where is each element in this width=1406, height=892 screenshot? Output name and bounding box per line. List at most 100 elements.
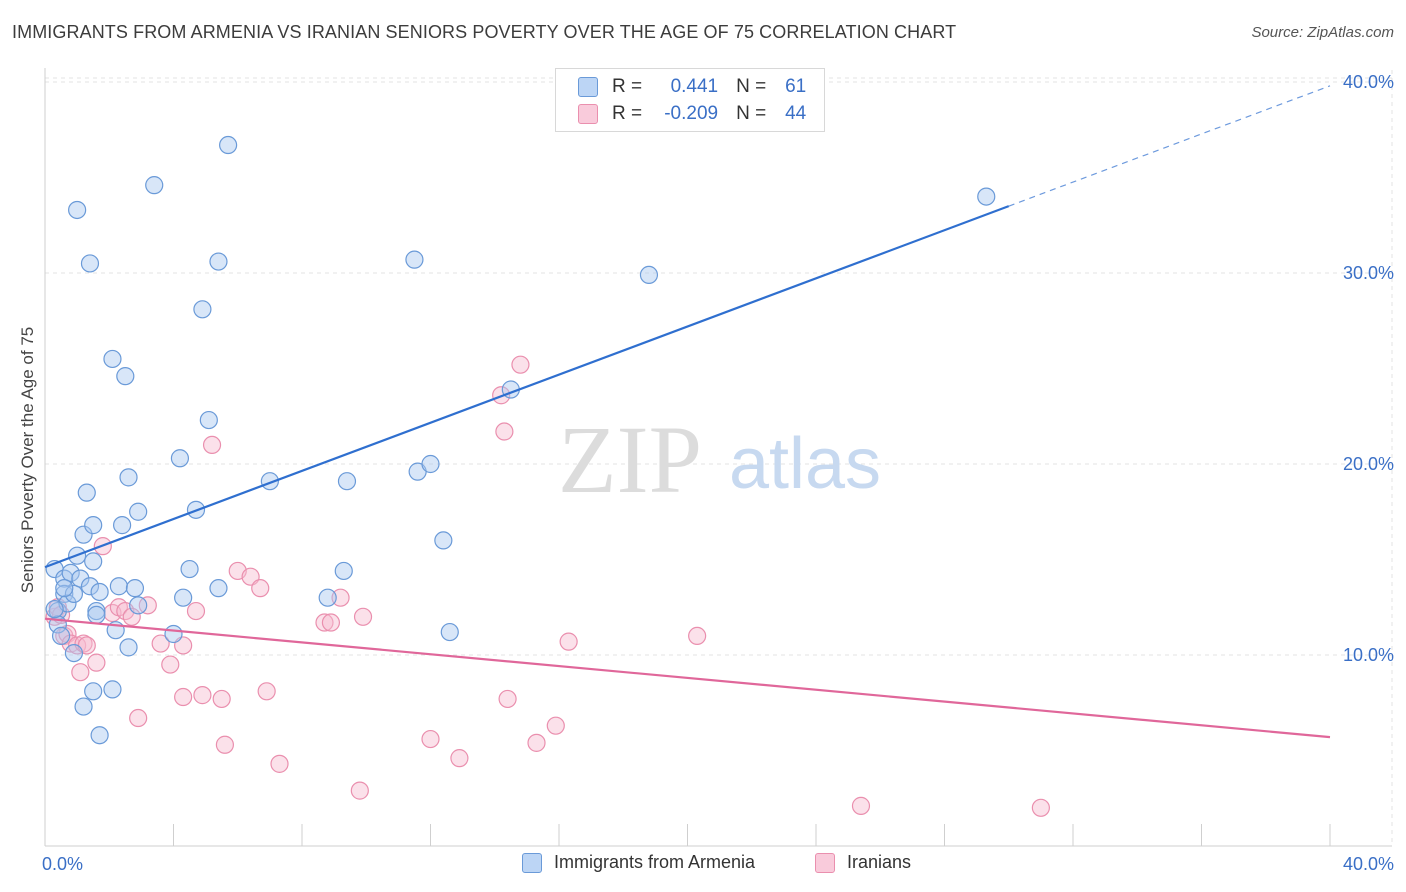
armenia-point (80, 254, 100, 273)
iranians-point (212, 689, 231, 709)
armenia-point (125, 579, 145, 598)
iranians-point (688, 626, 707, 646)
armenia-point (116, 367, 135, 386)
x-tick-label: 40.0% (1343, 854, 1394, 874)
armenia-point (219, 135, 238, 155)
armenia-point (334, 561, 353, 581)
armenia-point (87, 605, 106, 624)
armenia-point (90, 582, 109, 602)
watermark: ZIP atlas (558, 406, 881, 513)
iranians-point (251, 579, 270, 598)
y-tick-label: 40.0% (1343, 72, 1394, 92)
iranians-point (421, 729, 440, 749)
iranians-point (129, 708, 148, 728)
armenia-point (199, 410, 218, 430)
bottom-legend-iranians: Iranians (815, 852, 911, 873)
armenia-point (55, 579, 74, 598)
iranians-point (257, 682, 276, 701)
correlation-legend: R = 0.441 N = 61 R = -0.209 N = 44 (555, 68, 825, 132)
iranians-point (193, 686, 212, 705)
legend-row-iranians: R = -0.209 N = 44 (578, 102, 806, 126)
armenia-point (87, 601, 106, 621)
iranians-point (74, 634, 93, 653)
armenia-trend-extension (1008, 85, 1331, 207)
iranians-point (151, 634, 170, 653)
armenia-point (440, 622, 459, 642)
iranians-point (851, 796, 871, 815)
grid-lines (45, 70, 1393, 846)
armenia-legend-swatch (522, 852, 542, 873)
legend-n-label: N = (736, 76, 767, 97)
armenia-point (209, 579, 228, 598)
armenia-point (84, 682, 103, 701)
armenia-point (109, 577, 128, 596)
iranians-point (71, 663, 90, 682)
iranians-point (350, 781, 369, 800)
armenia-point (129, 596, 148, 615)
armenia-point (193, 300, 212, 319)
armenia-point (71, 569, 90, 588)
iranians-point (122, 607, 141, 626)
source-label: Source: ZipAtlas.com (1251, 24, 1394, 41)
iranians-point (87, 653, 106, 672)
armenia-point (405, 250, 424, 269)
armenia-point (318, 588, 337, 607)
armenia-point (170, 449, 190, 468)
iranians-point (559, 632, 578, 651)
armenia-point (64, 584, 84, 603)
armenia-point (77, 483, 96, 502)
armenia-point (112, 516, 132, 535)
y-tick-label: 30.0% (1343, 263, 1394, 283)
y-axis-label-wrap: Seniors Poverty Over the Age of 75 (16, 250, 40, 670)
armenia-point (80, 577, 100, 596)
axes (44, 68, 1392, 847)
armenia-point (64, 643, 84, 663)
armenia-points (45, 135, 996, 745)
iranians-point (161, 655, 180, 674)
iranians-legend-label: Iranians (847, 852, 912, 872)
armenia-point (51, 626, 71, 646)
armenia-point (61, 563, 80, 582)
armenia-point (337, 472, 357, 491)
bottom-legend-armenia: Immigrants from Armenia (522, 852, 755, 873)
armenia-point (119, 638, 138, 657)
armenia-point (45, 600, 64, 619)
legend-n-label: N = (736, 103, 767, 124)
trend-lines (44, 85, 1331, 739)
y-tick-label: 10.0% (1343, 645, 1394, 665)
watermark-atlas: atlas (729, 424, 881, 504)
armenia-point (84, 516, 103, 535)
legend-row-armenia: R = 0.441 N = 61 (578, 75, 806, 99)
x-tick-label: 0.0% (42, 854, 83, 874)
armenia-point (977, 187, 996, 206)
armenia-swatch (578, 77, 598, 97)
y-axis-label: Seniors Poverty Over the Age of 75 (18, 326, 37, 594)
armenia-point (90, 726, 109, 745)
iranians-point (202, 435, 222, 454)
chart-title: IMMIGRANTS FROM ARMENIA VS IRANIAN SENIO… (12, 22, 957, 42)
legend-r-value: -0.209 (664, 103, 719, 124)
armenia-point (180, 559, 199, 579)
tick-labels: 10.0% 20.0% 30.0% 40.0% 0.0% 40.0% (42, 72, 1394, 874)
legend-r-label: R = (612, 76, 643, 97)
armenia-point (103, 349, 122, 369)
iranians-point (1031, 798, 1050, 817)
armenia-point (164, 624, 183, 644)
armenia-point (103, 680, 122, 699)
armenia-point (421, 454, 440, 474)
armenia-point (434, 531, 453, 550)
armenia-point (84, 552, 103, 571)
armenia-point (129, 502, 148, 521)
iranians-point (321, 613, 341, 632)
iranians-point (450, 749, 469, 768)
armenia-point (639, 265, 659, 285)
iranians-point (315, 613, 334, 632)
armenia-point (55, 584, 74, 603)
iranians-points (45, 355, 1050, 817)
legend-r-label: R = (612, 103, 643, 124)
iranians-point (186, 601, 206, 621)
legend-n-value: 44 (785, 103, 807, 124)
iranians-point (331, 588, 350, 607)
armenia-point (119, 468, 138, 487)
